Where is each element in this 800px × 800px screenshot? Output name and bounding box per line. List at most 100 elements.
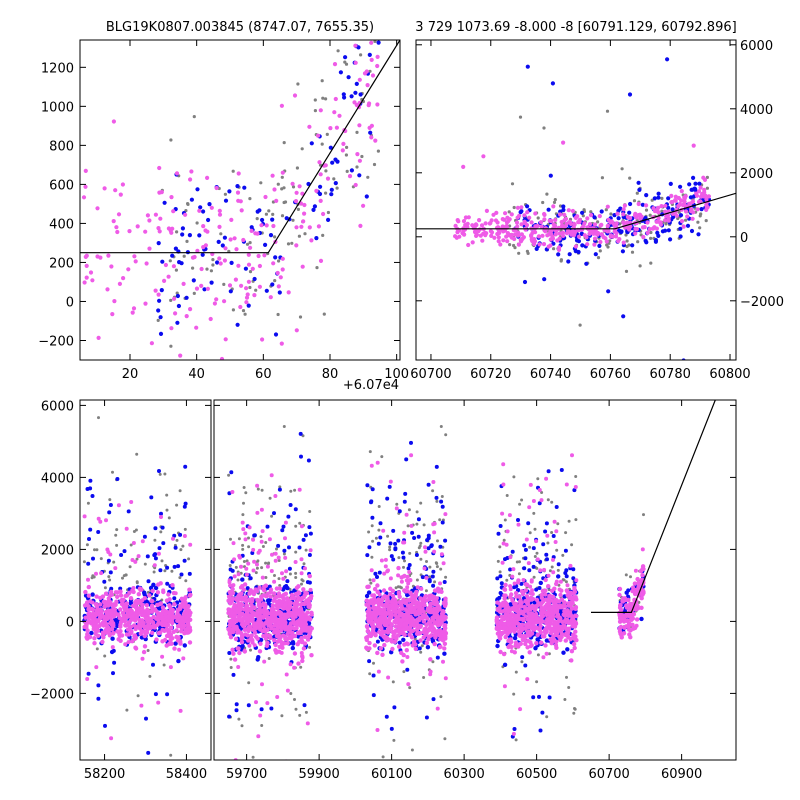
data-point: [295, 602, 300, 607]
data-point: [655, 230, 660, 235]
data-point: [241, 513, 245, 517]
data-point: [255, 657, 260, 662]
data-point: [153, 212, 158, 217]
data-point: [153, 556, 158, 561]
data-point: [598, 239, 603, 245]
data-point: [552, 200, 557, 204]
data-point: [550, 500, 554, 504]
data-point: [179, 548, 183, 552]
data-point: [156, 551, 161, 556]
data-point: [248, 598, 253, 604]
data-point: [124, 526, 129, 531]
data-point: [297, 487, 302, 492]
data-point: [194, 325, 199, 330]
y-tick-label: 4000: [740, 103, 773, 118]
data-point: [349, 94, 354, 99]
data-point: [529, 220, 534, 225]
data-point: [237, 717, 241, 721]
data-point: [158, 315, 163, 320]
data-point: [561, 207, 566, 212]
data-point: [525, 64, 530, 69]
data-point: [314, 188, 319, 193]
data-point: [106, 558, 111, 563]
data-point: [297, 184, 302, 189]
data-point: [280, 256, 285, 261]
data-point: [300, 601, 305, 607]
series-blue: [156, 40, 381, 337]
data-point: [359, 53, 363, 57]
data-point: [165, 565, 170, 570]
data-point: [88, 599, 93, 604]
data-point: [355, 165, 359, 169]
data-point: [282, 552, 286, 556]
data-point: [178, 576, 182, 580]
data-point: [277, 634, 283, 639]
data-point: [309, 610, 314, 615]
data-point: [140, 656, 145, 661]
data-point: [440, 610, 445, 616]
data-point: [162, 200, 167, 205]
data-point: [587, 222, 593, 227]
data-point: [156, 292, 161, 297]
data-point: [246, 561, 251, 566]
data-point: [325, 132, 329, 136]
data-point: [523, 663, 528, 668]
data-point: [556, 252, 561, 257]
data-point: [567, 252, 572, 257]
data-point: [209, 205, 214, 210]
data-point: [156, 614, 161, 619]
data-point: [547, 652, 551, 656]
data-point: [328, 145, 333, 150]
data-point: [114, 533, 118, 537]
data-point: [308, 510, 312, 513]
data-point: [173, 641, 178, 646]
data-point: [276, 182, 280, 186]
data-point: [96, 683, 101, 688]
data-point: [373, 613, 378, 618]
data-point: [492, 235, 497, 240]
data-point: [244, 295, 250, 300]
data-point: [620, 249, 626, 254]
data-point: [545, 557, 549, 562]
data-point: [280, 571, 284, 576]
data-point: [372, 643, 377, 648]
data-point: [649, 261, 653, 265]
data-point: [681, 224, 686, 229]
data-point: [241, 587, 247, 592]
data-point: [314, 236, 319, 241]
data-point: [244, 491, 248, 495]
data-point: [246, 638, 251, 643]
data-point: [242, 627, 247, 632]
data-point: [192, 115, 196, 119]
data-point: [217, 224, 222, 229]
data-point: [305, 637, 311, 642]
data-point: [282, 425, 286, 428]
data-point: [283, 555, 288, 560]
data-point: [547, 695, 552, 700]
data-point: [517, 572, 521, 576]
data-point: [349, 168, 354, 173]
data-point: [522, 566, 527, 571]
data-point: [366, 175, 370, 179]
data-point: [382, 642, 387, 648]
data-point: [407, 570, 412, 574]
data-point: [118, 607, 123, 612]
data-point: [269, 626, 274, 631]
data-point: [400, 550, 405, 555]
data-point: [393, 606, 398, 611]
data-point: [115, 528, 119, 532]
data-point: [161, 541, 166, 546]
data-point: [435, 655, 440, 660]
data-point: [396, 573, 401, 578]
data-point: [674, 213, 679, 218]
data-point: [277, 610, 283, 615]
data-point: [378, 623, 383, 628]
data-point: [422, 676, 426, 679]
data-point: [237, 592, 242, 597]
data-point: [293, 488, 297, 492]
data-point: [381, 588, 387, 593]
data-point: [277, 559, 281, 562]
data-point: [106, 550, 111, 554]
data-point: [562, 212, 567, 217]
data-point: [453, 223, 458, 228]
